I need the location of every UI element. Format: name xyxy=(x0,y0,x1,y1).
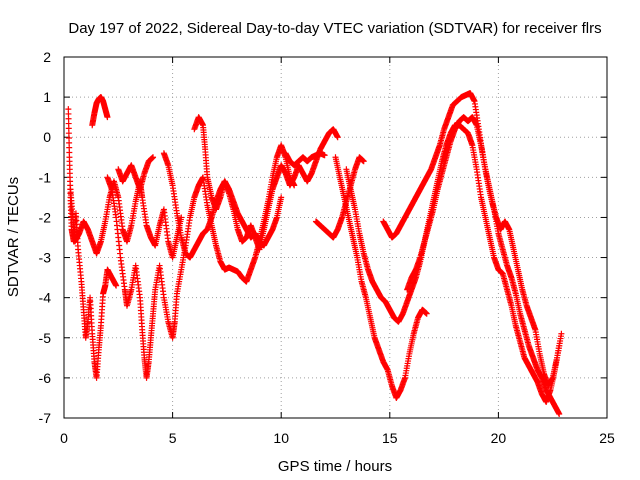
series-track-c xyxy=(89,94,111,129)
data-point xyxy=(423,310,430,317)
data-point xyxy=(556,410,563,417)
data-markers xyxy=(65,90,565,417)
plot-frame xyxy=(63,56,608,419)
y-tick-label: -1 xyxy=(39,169,52,185)
y-tick-labels: 2 1 0 -1 -2 -3 -4 -5 -6 -7 xyxy=(39,49,52,426)
data-point xyxy=(558,330,565,337)
data-point xyxy=(104,114,111,121)
series-track-l xyxy=(380,90,565,389)
x-tick-labels: 0 5 10 15 20 25 xyxy=(60,430,615,446)
y-tick-label: -4 xyxy=(39,290,52,306)
x-tick-label: 5 xyxy=(169,430,177,446)
x-axis-label: GPS time / hours xyxy=(278,458,392,475)
series-track-e xyxy=(115,154,157,193)
y-tick-label: -3 xyxy=(39,250,52,266)
data-point xyxy=(556,342,563,349)
series-track-g xyxy=(191,114,341,253)
chart-title: Day 197 of 2022, Sidereal Day-to-day VTE… xyxy=(68,20,601,37)
y-tick-label: -5 xyxy=(39,330,52,346)
y-tick-label: -7 xyxy=(39,410,52,426)
y-tick-label: 2 xyxy=(43,49,51,65)
x-tick-label: 15 xyxy=(382,430,398,446)
data-point xyxy=(178,214,185,221)
x-tick-label: 25 xyxy=(599,430,615,446)
y-tick-label: -6 xyxy=(39,370,52,386)
y-tick-label: 1 xyxy=(43,89,51,105)
data-point xyxy=(113,282,120,289)
x-tick-label: 10 xyxy=(273,430,289,446)
y-tick-label: -2 xyxy=(39,209,52,225)
data-point xyxy=(334,134,341,141)
x-tick-label: 0 xyxy=(60,430,68,446)
y-axis-label: SDTVAR / TECUs xyxy=(5,177,22,297)
y-tick-label: 0 xyxy=(43,129,51,145)
data-point xyxy=(278,194,285,201)
series-track-j xyxy=(332,154,430,401)
data-point xyxy=(321,152,328,159)
series-track-h xyxy=(282,150,328,169)
series-track-m xyxy=(404,122,563,405)
data-point xyxy=(360,158,367,165)
series-track-b xyxy=(67,178,185,261)
data-point xyxy=(150,154,157,161)
x-tick-label: 20 xyxy=(491,430,507,446)
